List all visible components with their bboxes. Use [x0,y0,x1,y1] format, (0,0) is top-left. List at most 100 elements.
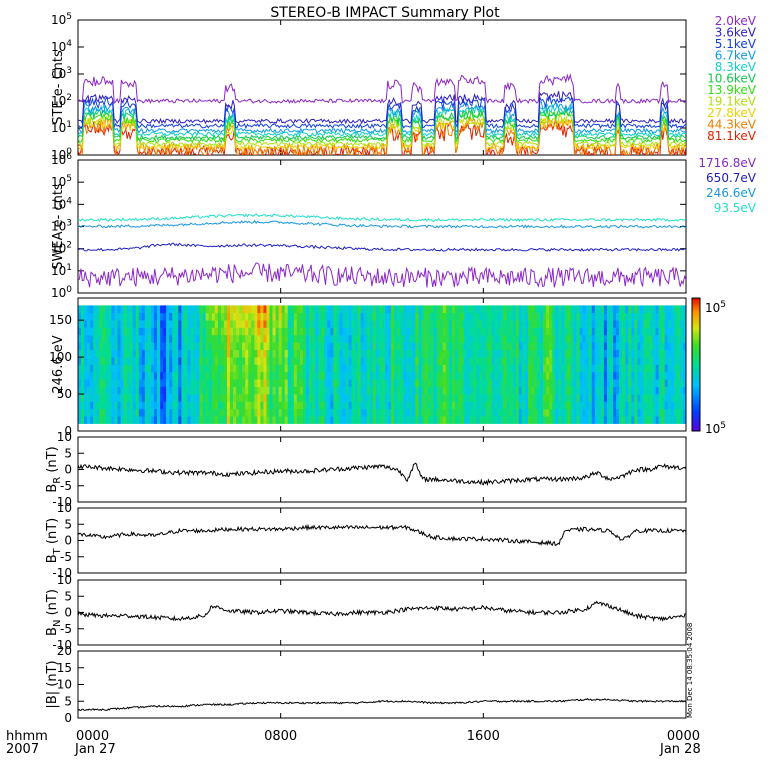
heatmap-cell [643,364,647,373]
heatmap-cell [436,416,441,424]
heatmap-cell [600,408,605,417]
heatmap-cell [214,334,219,343]
heatmap-cell [424,371,428,380]
heatmap-cell [391,334,395,343]
heatmap-cell [342,364,346,373]
heatmap-cell [445,416,450,424]
heatmap-cell [546,320,550,328]
heatmap-cell [570,386,574,395]
heatmap-cell [561,349,565,358]
heatmap-cell [576,327,580,336]
heatmap-cell [342,379,346,387]
heatmap-cell [318,401,322,410]
heatmap-cell [652,334,656,343]
heatmap-cell [342,312,346,321]
heatmap-cell [160,408,164,417]
heatmap-cell [537,349,541,358]
colorbar-segment [692,388,700,392]
heatmap-cell [558,401,562,410]
heatmap-cell [293,320,298,328]
heatmap-cell [494,416,498,424]
heatmap-cell [485,364,489,373]
heatmap-cell [248,342,252,351]
heatmap-cell [351,394,355,402]
heatmap-cell [199,416,203,424]
heatmap-cell [254,386,258,395]
heatmap-cell [287,401,292,410]
heatmap-cell [217,364,222,373]
heatmap-cell [163,386,167,395]
heatmap-cell [230,394,234,402]
heatmap-cell [78,342,82,351]
heatmap-cell [184,386,188,395]
heatmap-cell [281,379,286,387]
heatmap-cell [193,379,197,387]
heatmap-cell [622,408,626,417]
heatmap-cell [622,394,626,402]
heatmap-cell [378,357,383,365]
heatmap-cell [123,416,127,424]
heatmap-cell [482,312,486,321]
heatmap-cell [622,357,626,365]
heatmap-cell [178,416,182,424]
heatmap-cell [284,334,289,343]
heatmap-cell [87,357,91,365]
heatmap-cell [521,364,526,373]
heatmap-cell [108,305,112,314]
heatmap-cell [640,334,644,343]
heatmap-cell [512,349,517,358]
heatmap-cell [637,379,641,387]
heatmap-cell [600,371,605,380]
heatmap-cell [312,342,316,351]
heatmap-cell [670,327,675,336]
heatmap-cell [321,357,325,365]
heatmap-cell [102,320,106,328]
heatmap-cell [242,312,246,321]
heatmap-cell [178,312,182,321]
heatmap-cell [403,342,407,351]
heatmap-cell [552,386,556,395]
heatmap-cell [418,312,422,321]
heatmap-cell [348,312,352,321]
heatmap-cell [682,342,687,351]
heatmap-cell [631,349,635,358]
heatmap-cell [175,416,179,424]
heatmap-cell [281,371,286,380]
heatmap-cell [150,371,155,380]
heatmap-cell [464,394,468,402]
heatmap-cell [309,386,313,395]
heatmap-cell [506,334,510,343]
heatmap-cell [306,371,310,380]
heatmap-cell [251,357,255,365]
heatmap-cell [534,386,538,395]
heatmap-cell [220,386,225,395]
heatmap-cell [439,327,444,336]
heatmap-cell [141,312,146,321]
heatmap-cell [184,364,188,373]
colorbar-segment [692,320,700,323]
heatmap-cell [494,357,498,365]
heatmap-cell [81,349,85,358]
heatmap-cell [302,386,307,395]
heatmap-cell [676,394,681,402]
heatmap-cell [564,349,568,358]
br-ytick-label-2: 0 [64,463,72,477]
heatmap-cell [439,408,444,417]
heatmap-cell [306,342,310,351]
heatmap-cell [558,342,562,351]
heatmap-cell [509,342,514,351]
heatmap-cell [610,357,614,365]
heatmap-cell [78,334,82,343]
heatmap-cell [163,371,167,380]
heatmap-cell [403,357,407,365]
heatmap-cell [476,379,480,387]
ste-series-27.8keV [78,115,686,151]
heatmap-cell [96,394,100,402]
heatmap-cell [242,386,246,395]
heatmap-cell [272,408,276,417]
heatmap-cell [394,401,398,410]
heatmap-cell [494,371,498,380]
heatmap-cell [372,320,377,328]
heatmap-cell [339,349,343,358]
heatmap-cell [284,416,289,424]
